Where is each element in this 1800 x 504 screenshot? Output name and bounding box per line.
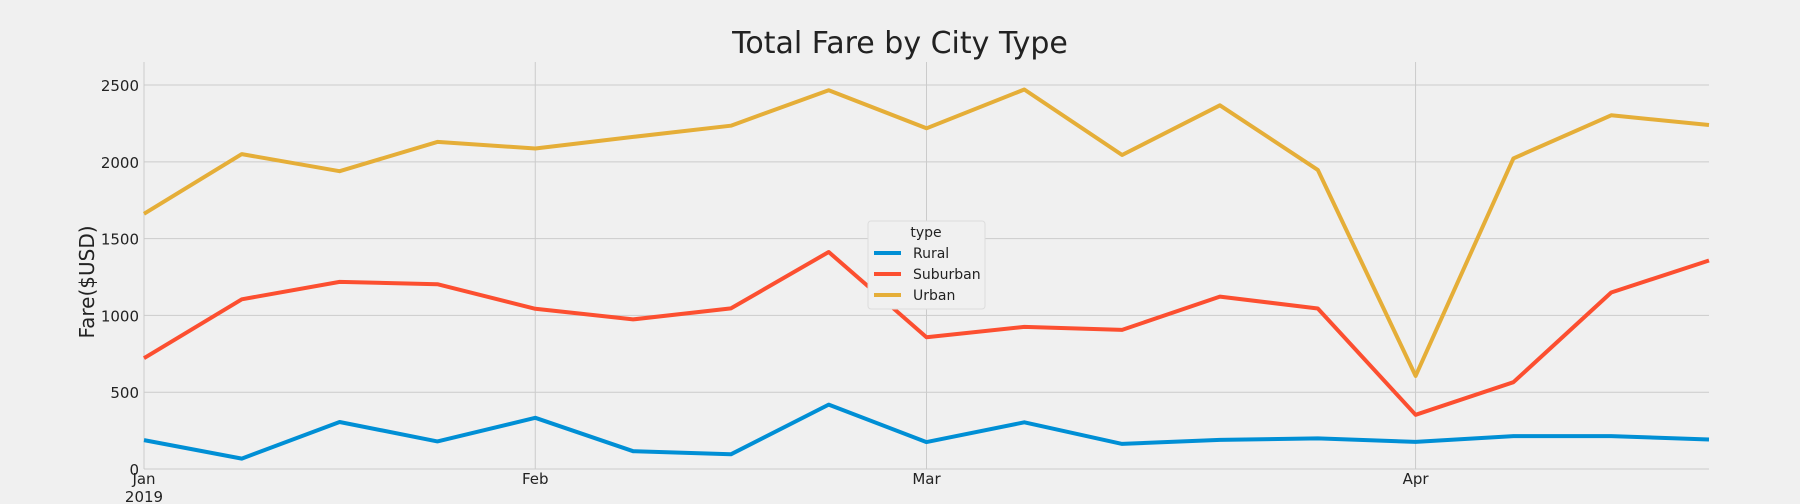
x-tick-label: Apr [1403,470,1430,488]
y-tick-label: 1500 [101,231,139,249]
legend-label-rural: Rural [913,246,949,262]
series-lines [142,87,1710,461]
x-tick-label: Jan [131,470,155,488]
y-tick-label: 0 [129,461,139,479]
x-tick-sublabel: 2019 [125,488,163,504]
x-tick-label: Feb [522,470,549,488]
y-axis-ticks: 0 500 1000 1500 2000 2500 [101,77,139,479]
series-line-suburban [142,250,1710,417]
chart-title: Total Fare by City Type [731,26,1068,61]
legend-frame [867,220,986,310]
legend: type Rural Suburban Urban [867,220,986,310]
series-line-urban [142,87,1710,378]
grid [143,62,1709,470]
series-line-rural [143,402,1710,461]
y-tick-label: 2500 [101,77,139,95]
legend-label-suburban: Suburban [913,267,981,283]
legend-title: type [910,225,941,241]
legend-label-urban: Urban [913,288,955,304]
y-tick-label: 1000 [101,307,139,325]
y-tick-label: 2000 [101,154,139,172]
x-tick-label: Mar [912,470,941,488]
y-tick-label: 500 [110,384,139,402]
y-axis-label: Fare($USD) [75,225,99,338]
